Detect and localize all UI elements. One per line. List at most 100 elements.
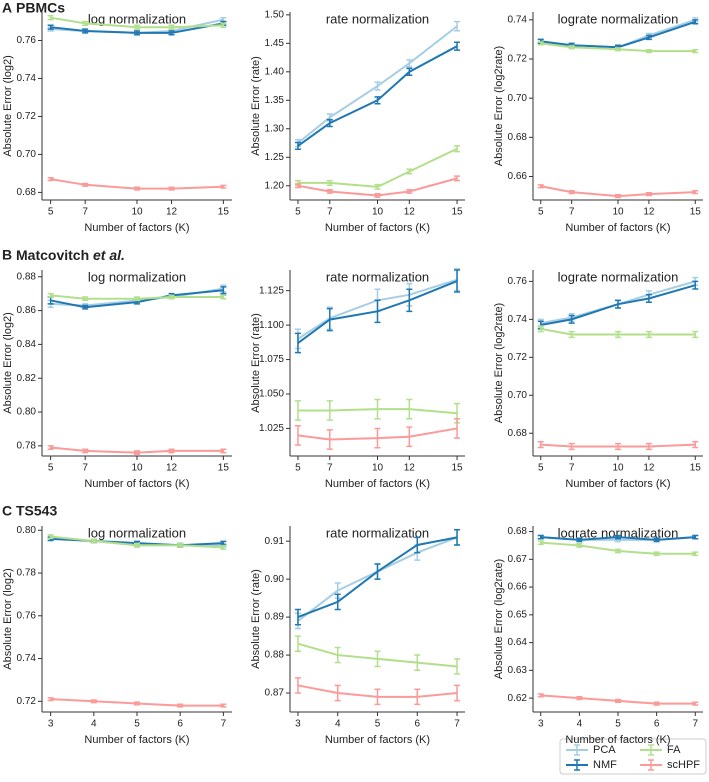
error-bar — [220, 286, 227, 295]
error-bar — [653, 551, 660, 557]
error-bar — [645, 34, 652, 41]
error-bar — [692, 49, 699, 54]
x-tick-label: 10 — [372, 463, 384, 474]
error-bar — [615, 299, 621, 309]
x-tick-label: 7 — [327, 463, 333, 474]
error-bar — [414, 654, 421, 671]
error-bar — [406, 398, 413, 420]
y-tick-label: 0.68 — [508, 526, 528, 537]
x-tick-label: 5 — [295, 463, 301, 474]
y-tick-label: 0.68 — [508, 428, 528, 439]
y-tick-label: 0.66 — [508, 171, 528, 182]
error-bar — [537, 534, 544, 540]
error-bar — [47, 534, 54, 540]
error-bar — [294, 677, 301, 694]
error-bar — [326, 429, 333, 450]
y-tick-label: 0.80 — [17, 407, 37, 418]
x-tick-label: 12 — [404, 207, 416, 218]
x-tick-label: 15 — [451, 207, 463, 218]
y-tick-label: 0.88 — [17, 271, 37, 282]
error-bar — [374, 563, 381, 580]
error-bar — [334, 684, 341, 702]
y-tick-label: 0.72 — [17, 696, 37, 707]
x-axis-label: Number of factors (K) — [325, 222, 430, 234]
series-line — [297, 45, 458, 147]
x-tick-label: 7 — [221, 719, 227, 730]
error-bar — [168, 186, 175, 191]
error-bar — [82, 182, 89, 187]
y-tick-label: 0.72 — [17, 111, 37, 122]
legend-swatch-bar — [574, 744, 580, 756]
error-bar — [374, 96, 381, 105]
x-tick-label: 5 — [538, 207, 544, 218]
error-bar — [537, 184, 544, 189]
error-bar — [692, 441, 699, 449]
error-bar — [134, 542, 140, 548]
error-bar — [576, 695, 583, 701]
legend-label: scHPF — [667, 759, 700, 771]
error-bar — [568, 190, 575, 195]
legend-swatch-bar — [574, 759, 580, 771]
error-bar — [177, 542, 184, 548]
error-bar — [645, 192, 652, 197]
error-bar — [645, 49, 652, 54]
y-tick-label: 0.88 — [265, 650, 285, 661]
x-axis-label: Number of factors (K) — [565, 478, 670, 490]
error-bar — [454, 145, 461, 153]
error-bar — [82, 296, 89, 302]
error-bar — [134, 186, 140, 191]
error-bar — [653, 537, 660, 543]
error-bar — [692, 534, 699, 540]
y-tick-label: 0.68 — [17, 187, 37, 198]
error-bar — [537, 325, 544, 333]
error-bar — [692, 701, 699, 706]
y-tick-label: 0.74 — [508, 314, 528, 325]
x-tick-label: 7 — [569, 463, 575, 474]
error-bar — [220, 184, 227, 189]
x-axis-label: Number of factors (K) — [84, 222, 189, 234]
legend-swatch-bar — [648, 759, 654, 771]
y-tick-label: 0.74 — [508, 14, 528, 25]
error-bar — [374, 299, 381, 324]
error-bar — [454, 529, 461, 546]
panel-title-part: Matcovitch — [16, 247, 89, 263]
y-tick-label: 0.72 — [508, 352, 528, 363]
x-tick-label: 6 — [177, 719, 183, 730]
chart-title: rate normalization — [326, 525, 429, 540]
x-tick-label: 3 — [48, 719, 54, 730]
y-tick-label: 1.45 — [265, 38, 285, 49]
error-bar — [374, 398, 381, 420]
x-tick-label: 10 — [612, 463, 624, 474]
x-axis-label: Number of factors (K) — [565, 222, 670, 234]
error-bar — [537, 441, 544, 449]
y-tick-label: 0.76 — [17, 610, 37, 621]
error-bar — [294, 141, 301, 151]
error-bar — [406, 59, 413, 68]
error-bar — [294, 608, 301, 626]
error-bar — [294, 183, 301, 189]
x-tick-label: 5 — [295, 207, 301, 218]
error-bar — [454, 418, 461, 439]
error-bar — [454, 269, 461, 293]
error-bar — [134, 24, 140, 30]
error-bar — [454, 684, 461, 702]
y-tick-label: 0.62 — [508, 693, 528, 704]
error-bar — [294, 424, 301, 446]
x-tick-label: 10 — [131, 463, 143, 474]
error-bar — [692, 280, 699, 290]
error-bar — [568, 45, 575, 50]
error-bar — [82, 28, 89, 34]
y-tick-label: 0.70 — [17, 149, 37, 160]
x-tick-label: 7 — [692, 719, 698, 730]
x-tick-label: 5 — [375, 719, 381, 730]
y-tick-label: 0.74 — [17, 653, 37, 664]
panel-title: PBMCs — [16, 0, 65, 16]
y-tick-label: 0.89 — [265, 612, 285, 623]
error-bar — [326, 179, 333, 186]
error-bar — [537, 693, 544, 698]
y-tick-label: 0.64 — [508, 637, 528, 648]
y-tick-label: 1.40 — [265, 66, 285, 77]
error-bar — [568, 442, 575, 451]
error-bar — [615, 330, 621, 339]
